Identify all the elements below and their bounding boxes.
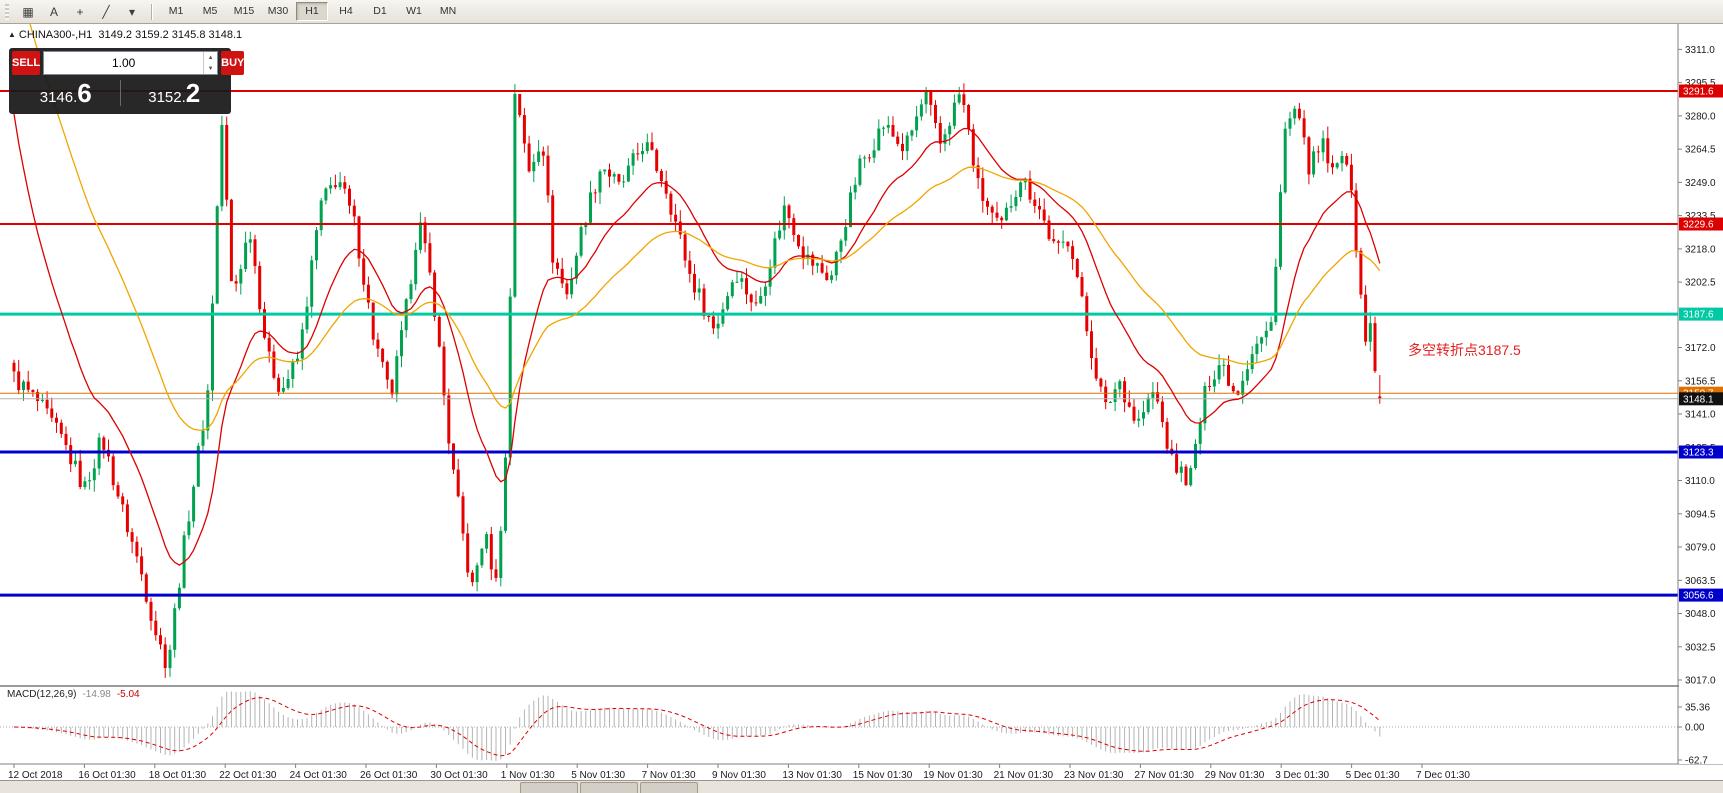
svg-text:-62.7: -62.7 xyxy=(1685,756,1708,767)
chart-tab[interactable] xyxy=(580,782,638,793)
price-axis[interactable] xyxy=(1678,24,1723,764)
charts-grid-icon[interactable]: ▦ xyxy=(22,4,34,19)
macd-main-value: -14.98 xyxy=(82,689,111,700)
timeframe-button-d1[interactable]: D1 xyxy=(373,5,387,17)
chart-tab[interactable] xyxy=(520,782,578,793)
svg-text:9 Nov 01:30: 9 Nov 01:30 xyxy=(712,770,766,780)
macd-signal-value: -5.04 xyxy=(116,689,140,700)
svg-text:3017.0: 3017.0 xyxy=(1685,676,1716,687)
lot-decrease-button[interactable]: ▼ xyxy=(207,65,214,72)
svg-text:3141.0: 3141.0 xyxy=(1685,410,1716,421)
sell-price[interactable]: 3146.6 xyxy=(39,77,92,108)
chart-ohlc-values: 3149.2 3159.2 3145.8 3148.1 xyxy=(98,29,243,41)
svg-text:3172.0: 3172.0 xyxy=(1685,343,1716,354)
svg-text:3148.1: 3148.1 xyxy=(1683,394,1714,405)
svg-text:29 Nov 01:30: 29 Nov 01:30 xyxy=(1205,770,1265,780)
svg-text:5 Dec 01:30: 5 Dec 01:30 xyxy=(1346,770,1400,780)
svg-text:19 Nov 01:30: 19 Nov 01:30 xyxy=(923,770,983,780)
svg-text:3233.5: 3233.5 xyxy=(1685,211,1716,222)
svg-text:3048.0: 3048.0 xyxy=(1685,609,1716,620)
indicator-splitter[interactable] xyxy=(0,683,1678,689)
lot-size-box: ▲ ▼ xyxy=(43,51,219,75)
toolbar-grip[interactable] xyxy=(5,3,9,20)
timeframe-button-mn[interactable]: MN xyxy=(439,5,457,17)
crosshair-icon[interactable]: + xyxy=(76,4,84,19)
svg-text:22 Oct 01:30: 22 Oct 01:30 xyxy=(219,770,277,780)
timeframe-button-h1[interactable]: H1 xyxy=(296,2,328,21)
toolbar-timeframes: M1 M5 M15 M30 H1 H4 D1 W1 MN xyxy=(159,2,465,21)
indicators-dropdown-icon[interactable]: ▾ xyxy=(128,4,136,19)
price-divider xyxy=(119,80,121,106)
svg-text:3056.6: 3056.6 xyxy=(1683,591,1714,602)
svg-text:0.00: 0.00 xyxy=(1685,723,1705,734)
svg-text:3291.6: 3291.6 xyxy=(1683,87,1714,98)
svg-text:3156.5: 3156.5 xyxy=(1685,376,1716,387)
sell-button[interactable]: SELL xyxy=(12,51,41,75)
svg-text:7 Dec 01:30: 7 Dec 01:30 xyxy=(1416,770,1470,780)
lot-increase-button[interactable]: ▲ xyxy=(207,54,214,61)
chart-toolbar: ▦ A + ╱ ▾ M1 M5 M15 M30 H1 H4 D1 W1 MN xyxy=(0,0,1723,24)
svg-text:23 Nov 01:30: 23 Nov 01:30 xyxy=(1064,770,1124,780)
toolbar-tools: ▦ A + ╱ ▾ xyxy=(15,1,145,22)
trendline-tool-icon[interactable]: ╱ xyxy=(102,4,110,19)
toolbar-separator xyxy=(151,3,153,20)
buy-price[interactable]: 3152.2 xyxy=(148,77,201,108)
svg-text:1 Nov 01:30: 1 Nov 01:30 xyxy=(501,770,555,780)
macd-indicator-label: MACD(12,26,9) -14.98 -5.04 xyxy=(7,689,140,700)
svg-text:3063.5: 3063.5 xyxy=(1685,576,1716,587)
svg-text:3229.6: 3229.6 xyxy=(1683,220,1714,231)
svg-text:21 Nov 01:30: 21 Nov 01:30 xyxy=(994,770,1054,780)
svg-text:3280.0: 3280.0 xyxy=(1685,111,1716,122)
svg-text:3 Dec 01:30: 3 Dec 01:30 xyxy=(1275,770,1329,780)
svg-text:7 Nov 01:30: 7 Nov 01:30 xyxy=(642,770,696,780)
one-click-trade-panel: SELL ▲ ▼ BUY 3146.6 3152.2 xyxy=(9,48,245,114)
svg-text:27 Nov 01:30: 27 Nov 01:30 xyxy=(1134,770,1194,780)
svg-text:18 Oct 01:30: 18 Oct 01:30 xyxy=(149,770,207,780)
svg-text:13 Nov 01:30: 13 Nov 01:30 xyxy=(782,770,842,780)
svg-text:3295.5: 3295.5 xyxy=(1685,78,1716,89)
svg-text:3032.5: 3032.5 xyxy=(1685,642,1716,653)
chart-marker-icon: ▲ xyxy=(8,30,16,39)
svg-text:3311.0: 3311.0 xyxy=(1685,45,1715,56)
svg-text:3202.5: 3202.5 xyxy=(1685,278,1716,289)
text-tool-icon[interactable]: A xyxy=(49,4,58,19)
timeframe-button-w1[interactable]: W1 xyxy=(406,5,422,17)
svg-text:3264.5: 3264.5 xyxy=(1685,145,1716,156)
macd-name: MACD(12,26,9) xyxy=(7,689,77,700)
chart-annotation: 多空转折点3187.5 xyxy=(1408,342,1521,358)
svg-text:12 Oct 2018: 12 Oct 2018 xyxy=(8,770,63,780)
svg-text:5 Nov 01:30: 5 Nov 01:30 xyxy=(571,770,625,780)
svg-text:3218.0: 3218.0 xyxy=(1685,244,1716,255)
svg-text:3094.5: 3094.5 xyxy=(1685,509,1716,520)
svg-text:3079.0: 3079.0 xyxy=(1685,543,1716,554)
svg-text:30 Oct 01:30: 30 Oct 01:30 xyxy=(430,770,488,780)
chart-tab-bar xyxy=(0,780,1723,793)
timeframe-button-m5[interactable]: M5 xyxy=(202,5,218,17)
lot-size-input[interactable] xyxy=(44,52,204,74)
chart-tab[interactable] xyxy=(640,782,698,793)
lot-spinner: ▲ ▼ xyxy=(203,52,217,74)
svg-text:3249.0: 3249.0 xyxy=(1685,178,1716,189)
chart-symbol-period: CHINA300-,H1 xyxy=(18,29,93,41)
svg-text:35.36: 35.36 xyxy=(1685,703,1710,714)
timeframe-button-m15[interactable]: M15 xyxy=(233,5,255,17)
timeframe-button-m1[interactable]: M1 xyxy=(168,5,184,17)
svg-text:26 Oct 01:30: 26 Oct 01:30 xyxy=(360,770,418,780)
time-axis[interactable] xyxy=(0,764,1678,780)
timeframe-button-m30[interactable]: M30 xyxy=(267,5,289,17)
svg-text:24 Oct 01:30: 24 Oct 01:30 xyxy=(290,770,348,780)
svg-text:3187.6: 3187.6 xyxy=(1683,310,1714,321)
timeframe-button-h4[interactable]: H4 xyxy=(339,5,353,17)
svg-text:3123.3: 3123.3 xyxy=(1683,448,1714,459)
svg-text:3110.0: 3110.0 xyxy=(1685,476,1715,487)
svg-text:16 Oct 01:30: 16 Oct 01:30 xyxy=(78,770,136,780)
chart-title: ▲ CHINA300-,H1 3149.2 3159.2 3145.8 3148.… xyxy=(8,29,242,41)
buy-button[interactable]: BUY xyxy=(221,51,245,75)
svg-text:15 Nov 01:30: 15 Nov 01:30 xyxy=(853,770,913,780)
